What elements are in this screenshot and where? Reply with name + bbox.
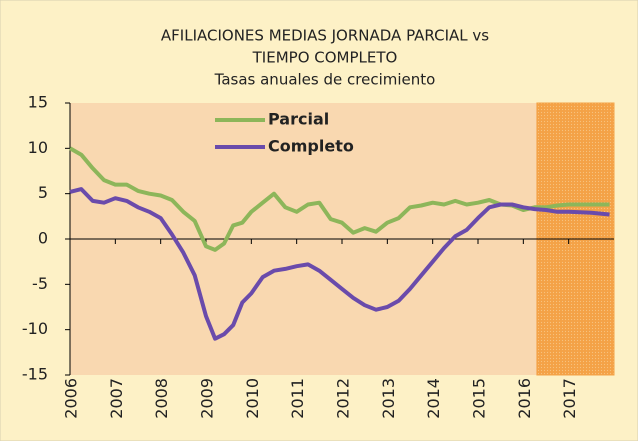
y-tick-label: 5 xyxy=(38,183,48,202)
x-tick-label: 2008 xyxy=(152,378,171,419)
x-tick-label: 2012 xyxy=(334,378,353,419)
chart-title: TIEMPO COMPLETO xyxy=(252,49,398,67)
x-tick-label: 2013 xyxy=(379,378,398,419)
y-tick-label: 15 xyxy=(28,93,48,112)
chart-title: AFILIACIONES MEDIAS JORNADA PARCIAL vs xyxy=(161,27,489,45)
legend-label: Completo xyxy=(268,137,354,156)
x-tick-label: 2015 xyxy=(470,378,489,419)
x-tick-label: 2006 xyxy=(62,378,81,419)
x-tick-label: 2017 xyxy=(560,378,579,419)
y-tick-label: -15 xyxy=(22,365,48,384)
y-tick-label: -10 xyxy=(22,319,48,338)
y-tick-label: 0 xyxy=(38,229,48,248)
x-tick-label: 2011 xyxy=(288,378,307,419)
x-tick-label: 2009 xyxy=(198,378,217,419)
series-line xyxy=(69,187,610,341)
chart-subtitle: Tasas anuales de crecimiento xyxy=(214,71,436,89)
x-tick-label: 2014 xyxy=(424,378,443,419)
legend-label: Parcial xyxy=(268,110,329,129)
y-tick-label: -5 xyxy=(32,274,48,293)
x-tick-label: 2010 xyxy=(243,378,262,419)
x-tick-label: 2007 xyxy=(107,378,126,419)
x-tick-label: 2016 xyxy=(515,378,534,419)
y-tick-label: 10 xyxy=(28,138,48,157)
